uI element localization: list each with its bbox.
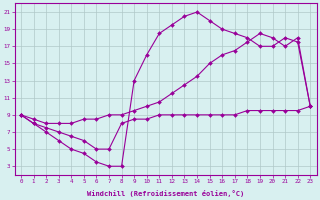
X-axis label: Windchill (Refroidissement éolien,°C): Windchill (Refroidissement éolien,°C): [87, 190, 244, 197]
